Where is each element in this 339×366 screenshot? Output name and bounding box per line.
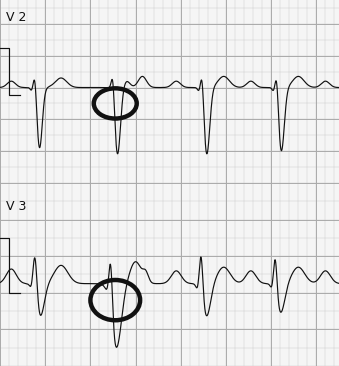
Text: V 3: V 3: [6, 201, 26, 213]
Text: V 2: V 2: [6, 11, 26, 24]
